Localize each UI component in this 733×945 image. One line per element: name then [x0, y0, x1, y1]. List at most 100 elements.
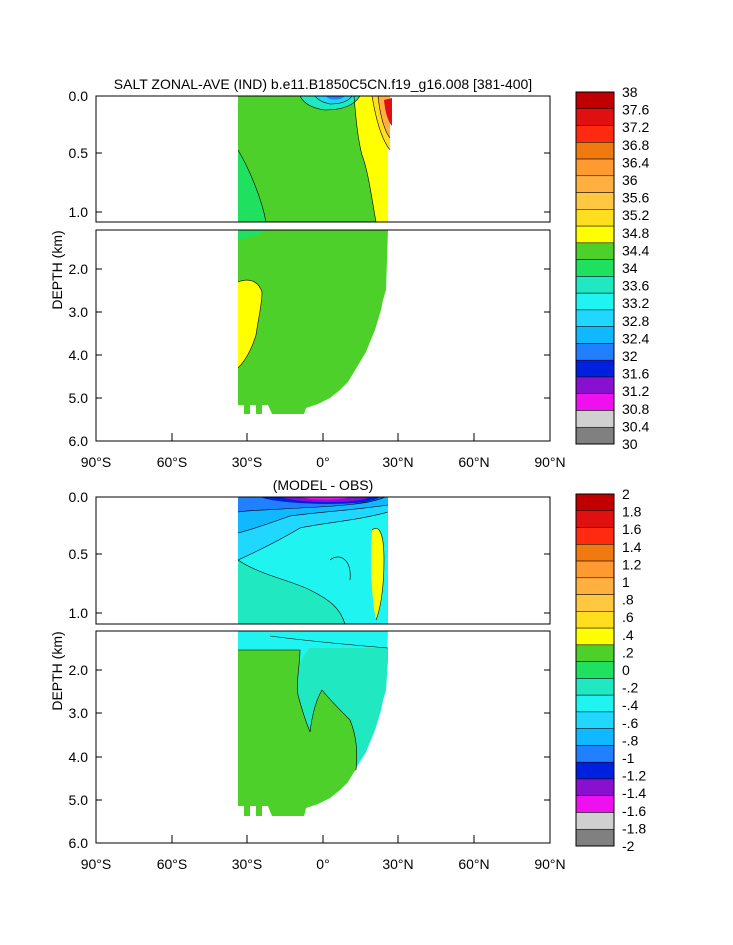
diff-colorbar-label: .4 [622, 627, 634, 643]
salt-y-tick-label: 5.0 [69, 390, 89, 406]
salt-colorbar-box [575, 292, 615, 311]
salt-colorbar-label: 32.4 [622, 330, 649, 346]
salt-y-tick-label: 4.0 [69, 347, 89, 363]
salt-y-tick-label: 0.0 [69, 88, 89, 104]
salt-panel: SALT ZONAL-AVE (IND) b.e11.B1850C5CN.f19… [49, 76, 649, 470]
salt-upper-frame [95, 95, 551, 223]
salt-colorbar-box [575, 410, 615, 428]
diff-colorbar-box [575, 544, 615, 562]
salt-colorbar-label: 36.8 [622, 137, 649, 153]
salt-colorbar-box [575, 125, 615, 143]
diff-x-tick-label: 90°N [534, 856, 565, 872]
diff-colorbar-label: .6 [622, 609, 634, 625]
salt-colorbar-box [575, 376, 615, 394]
diff-x-ticks [95, 835, 551, 843]
diff-colorbar-label: 0 [622, 662, 630, 678]
diff-colorbar-box [575, 560, 615, 579]
salt-colorbar-box [575, 343, 615, 361]
salt-title: SALT ZONAL-AVE (IND) b.e11.B1850C5CN.f19… [114, 76, 532, 92]
diff-y-tick-label: 6.0 [69, 835, 89, 851]
salt-upper-region-37 [384, 98, 392, 126]
diff-colorbar-box [575, 493, 615, 512]
salt-lower-field [237, 230, 388, 414]
salt-colorbar-box [575, 192, 615, 210]
salt-colorbar-label: 34.4 [622, 242, 649, 258]
diff-colorbar-box [575, 761, 615, 780]
diff-lower-y-ticks [96, 669, 550, 801]
salt-colorbar-label: 32.8 [622, 313, 649, 329]
salt-x-ticks [95, 433, 551, 441]
diff-y-tick-label: 5.0 [69, 792, 89, 808]
salt-colorbar-label: 30.4 [622, 418, 649, 434]
salt-colorbar-label: 38 [622, 84, 638, 100]
diff-colorbar-label: -.8 [622, 732, 639, 748]
salt-colorbar-box [575, 276, 615, 294]
diff-colorbar-label: 1.8 [622, 504, 642, 520]
salt-colorbar-box [575, 158, 615, 177]
salt-x-tick-label: 30°N [382, 454, 413, 470]
salt-colorbar-label: 32 [622, 348, 638, 364]
diff-colorbar-label: .8 [622, 592, 634, 608]
diff-x-tick-label: 0° [316, 856, 329, 872]
salt-colorbar-label: 34 [622, 260, 638, 276]
diff-lower-field [238, 631, 389, 816]
diff-lower-contour [238, 649, 358, 771]
salt-y-tick-label: 2.0 [69, 261, 89, 277]
salt-upper-field [237, 96, 392, 222]
salt-colorbar-box [575, 242, 615, 260]
diff-upper-contour [237, 497, 386, 513]
diff-y-axis-label: DEPTH (km) [49, 631, 65, 710]
diff-x-tick-label: 60°N [458, 856, 489, 872]
diff-colorbar-label: 1.6 [622, 521, 642, 537]
diff-colorbar-box [575, 510, 615, 528]
diff-colorbar-box [575, 828, 615, 847]
diff-colorbar-box [575, 778, 615, 796]
salt-colorbar-label: 34.8 [622, 225, 649, 241]
salt-x-tick-label: 90°N [534, 454, 565, 470]
diff-colorbar-label: -2 [622, 838, 635, 854]
salt-colorbar-box [575, 309, 615, 327]
salt-lower-ocean [238, 230, 388, 414]
salt-lower-region-34-0 [238, 230, 266, 240]
diff-colorbar-box [575, 594, 615, 612]
salt-colorbar-box [575, 359, 615, 378]
salt-colorbar-box [575, 259, 615, 277]
salt-upper-region-34-0 [238, 150, 266, 222]
diff-colorbar-label: -.2 [622, 680, 639, 696]
diff-colorbar-box [575, 611, 615, 629]
salt-colorbar-box [575, 393, 615, 411]
salt-upper-contour [314, 96, 353, 105]
diff-colorbar-label: -1 [622, 750, 635, 766]
diff-colorbar-box [575, 527, 615, 545]
salt-colorbar-label: 33.6 [622, 278, 649, 294]
diff-upper-region-neg-2 [300, 497, 350, 500]
salt-x-tick-label: 30°S [232, 454, 263, 470]
diff-colorbar-frame [575, 493, 615, 847]
diff-y-tick-label: 4.0 [69, 749, 89, 765]
diff-colorbar-label: 1 [622, 574, 630, 590]
diff-colorbar-label: 1.2 [622, 556, 642, 572]
salt-y-axis-label: DEPTH (km) [49, 230, 65, 309]
salt-colorbar-label: 31.2 [622, 383, 649, 399]
salt-colorbar-label: 37.2 [622, 119, 649, 135]
salt-colorbar-box [575, 326, 615, 344]
diff-colorbar-label: -.6 [622, 715, 639, 731]
diff-colorbar-label: -1.2 [622, 768, 646, 784]
diff-upper-contour [329, 556, 351, 581]
salt-lower-region-34-8 [238, 280, 262, 368]
diff-colorbar-label: -1.6 [622, 803, 646, 819]
salt-colorbar-label: 35.6 [622, 190, 649, 206]
salt-colorbar-label: 33.2 [622, 295, 649, 311]
diff-lower-contour [269, 635, 389, 649]
salt-colorbar-box [575, 175, 615, 193]
diff-y-tick-label: 0.0 [69, 489, 89, 505]
salt-colorbar-frame [575, 91, 615, 445]
diff-colorbar-label: 2 [622, 486, 630, 502]
salt-y-tick-label: 3.0 [69, 304, 89, 320]
salt-colorbar-box [575, 142, 615, 160]
diff-colorbar-box [575, 711, 615, 729]
salt-colorbar-box [575, 225, 615, 244]
salt-colorbar-label: 30 [622, 436, 638, 452]
diff-y-tick-label: 0.5 [69, 546, 89, 562]
